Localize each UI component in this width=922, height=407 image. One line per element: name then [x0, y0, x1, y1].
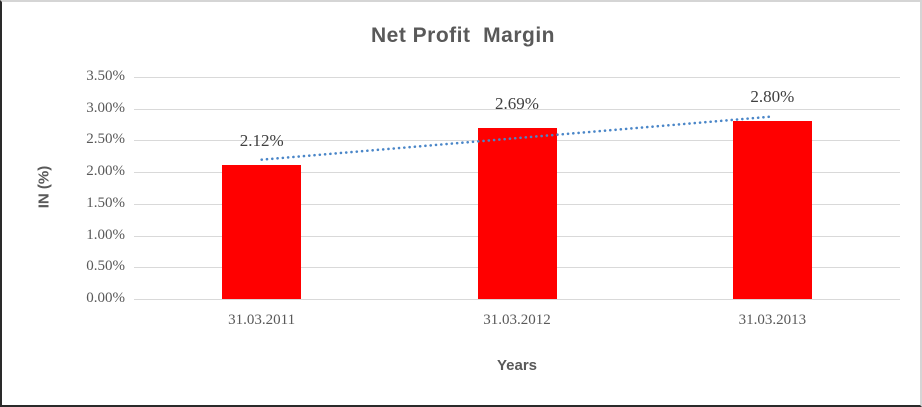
x-tick-label: 31.03.2011 — [228, 312, 296, 328]
bar-31.03.2012 — [477, 128, 557, 299]
y-tick-label: 0.00% — [86, 290, 125, 306]
y-tick-label: 2.50% — [86, 131, 125, 148]
bar-31.03.2013 — [732, 121, 812, 299]
y-tick-label: 0.50% — [86, 258, 125, 275]
chart-title: Net Profit Margin — [370, 24, 556, 47]
gridline — [134, 77, 900, 78]
x-tick-label: 31.03.2012 — [483, 312, 551, 328]
y-tick-label: 1.50% — [86, 194, 125, 211]
gridline — [134, 299, 900, 300]
bar-31.03.2011 — [222, 164, 302, 299]
y-tick-label: 3.50% — [86, 68, 125, 84]
data-label: 2.12% — [239, 130, 284, 150]
y-tick-label: 1.00% — [86, 226, 125, 243]
data-label: 2.69% — [495, 94, 539, 114]
y-tick-label: 3.00% — [86, 99, 125, 116]
data-label: 2.80% — [750, 87, 795, 107]
x-axis-title: Years — [496, 357, 538, 374]
x-tick-label: 31.03.2013 — [738, 312, 807, 328]
gridline — [134, 109, 900, 110]
y-tick-label: 2.00% — [86, 163, 125, 180]
